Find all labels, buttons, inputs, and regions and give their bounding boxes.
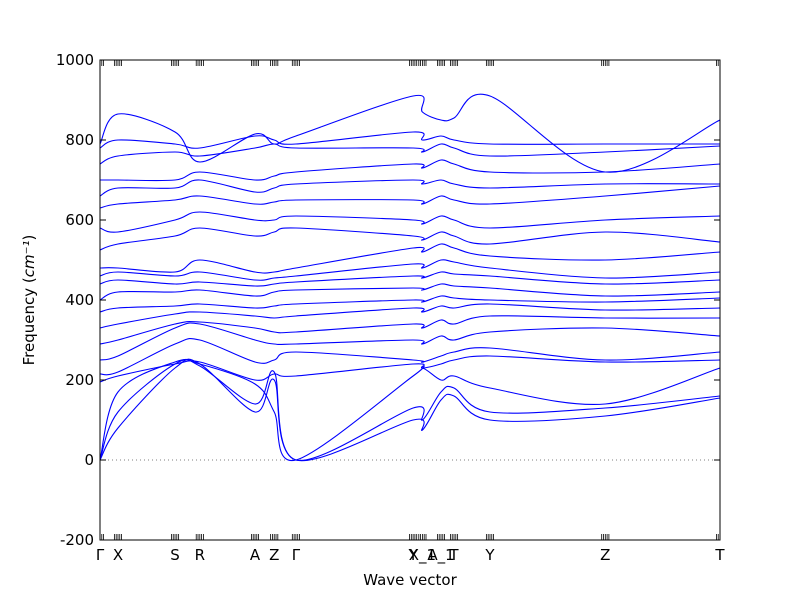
x-tick-label-10: T [448, 546, 459, 564]
band-line-12 [99, 243, 721, 274]
band-line-15 [99, 185, 721, 209]
band-line-0 [99, 358, 721, 462]
band-line-18 [99, 143, 721, 165]
x-tick-label-7: Y [408, 546, 419, 564]
band-line-6 [99, 315, 721, 345]
y-tick-label-2: 200 [65, 371, 94, 389]
x-tick-label-1: X [113, 546, 123, 564]
x-tick-label-13: T [714, 546, 725, 564]
x-tick-label-0: Γ [96, 546, 105, 564]
y-tick-label-5: 800 [65, 131, 94, 149]
band-line-17 [100, 159, 721, 182]
band-line-13 [99, 227, 721, 251]
band-line-16 [99, 179, 721, 197]
x-axis-label: Wave vector [363, 571, 457, 589]
band-line-4 [99, 337, 721, 376]
x-tick-label-9: A_1 [427, 546, 454, 565]
band-line-2 [99, 359, 721, 461]
ticks-layer [99, 59, 721, 541]
band-line-8 [99, 295, 721, 313]
x-tick-label-6: Γ [292, 546, 301, 564]
x-tick-label-2: S [170, 546, 180, 564]
band-line-7 [99, 303, 721, 329]
band-line-3 [99, 355, 721, 383]
x-tick-label-4: A [250, 546, 261, 564]
y-axis-label-text: Frequency ( [20, 277, 38, 365]
y-axis-label-close: ) [20, 235, 38, 241]
y-tick-label-4: 600 [65, 211, 94, 229]
y-tick-label-6: 1000 [56, 51, 94, 69]
band-line-14 [99, 211, 721, 233]
band-line-11 [99, 259, 721, 281]
x-tick-label-11: Y [484, 546, 495, 564]
band-line-10 [99, 271, 721, 287]
band-line-1 [99, 358, 721, 461]
y-axis-label-unit: cm⁻¹ [20, 240, 38, 277]
y-tick-label-3: 400 [65, 291, 94, 309]
y-tick-label-0: -200 [60, 531, 94, 549]
band-lines-layer [99, 93, 721, 462]
x-tick-label-5: Z [269, 546, 279, 564]
x-tick-label-3: R [195, 546, 205, 564]
y-tick-label-1: 0 [84, 451, 94, 469]
x-tick-label-8: X_1 [409, 546, 436, 565]
band-line-19 [99, 131, 720, 149]
band-line-9 [99, 283, 721, 301]
x-tick-label-12: Z [600, 546, 610, 564]
y-axis-label: Frequency (cm⁻¹) [20, 235, 38, 366]
band-line-20 [99, 93, 721, 173]
band-line-5 [99, 322, 721, 361]
